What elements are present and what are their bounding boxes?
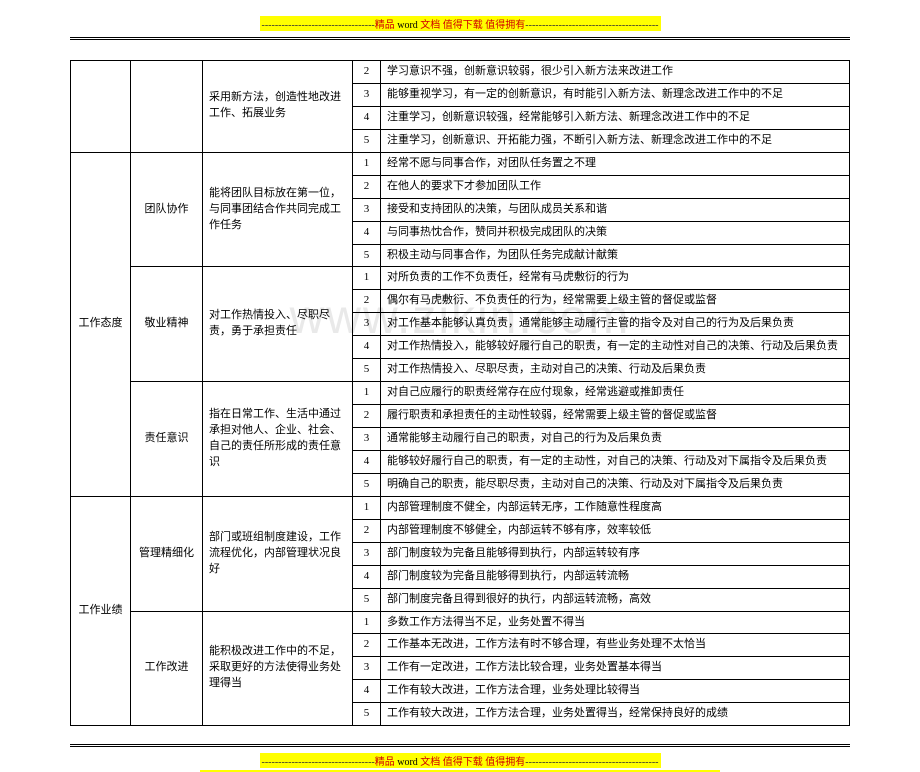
top-double-rule [70, 37, 850, 40]
banner-doc: 文档 值得下载 值得拥有 [420, 20, 525, 31]
score-cell: 1 [353, 152, 381, 175]
item-desc-cell: 部门或班组制度建设，工作流程优化，内部管理状况良好 [203, 496, 353, 611]
criteria-cell: 对工作基本能够认真负责，通常能够主动履行主管的指令及对自己的行为及后果负责 [381, 313, 850, 336]
criteria-cell: 能够较好履行自己的职责，有一定的主动性，对自己的决策、行动及对下属指令及后果负责 [381, 450, 850, 473]
criteria-cell: 能够重视学习，有一定的创新意识，有时能引入新方法、新理念改进工作中的不足 [381, 83, 850, 106]
score-cell: 1 [353, 496, 381, 519]
item-name-cell: 责任意识 [131, 382, 203, 497]
score-cell: 3 [353, 428, 381, 451]
banner-red: 精品 [375, 20, 395, 31]
criteria-cell: 通常能够主动履行自己的职责，对自己的行为及后果负责 [381, 428, 850, 451]
score-cell: 3 [353, 313, 381, 336]
criteria-cell: 偶尔有马虎敷衍、不负责任的行为，经常需要上级主管的督促或监督 [381, 290, 850, 313]
score-cell: 4 [353, 106, 381, 129]
criteria-cell: 与同事热忱合作，赞同并积极完成团队的决策 [381, 221, 850, 244]
score-cell: 4 [353, 680, 381, 703]
criteria-cell: 接受和支持团队的决策，与团队成员关系和谐 [381, 198, 850, 221]
criteria-cell: 工作基本无改进，工作方法有时不够合理，有些业务处理不太恰当 [381, 634, 850, 657]
score-cell: 3 [353, 657, 381, 680]
item-name-cell: 工作改进 [131, 611, 203, 726]
criteria-cell: 积极主动与同事合作，为团队任务完成献计献策 [381, 244, 850, 267]
criteria-cell: 内部管理制度不够健全，内部运转不够有序，效率较低 [381, 519, 850, 542]
dash-right-b: ---------------------------------------- [525, 757, 658, 768]
banner-word: word [395, 20, 421, 31]
dash-right: ---------------------------------------- [525, 20, 658, 31]
score-cell: 3 [353, 198, 381, 221]
criteria-cell: 对自己应履行的职责经常存在应付现象，经常逃避或推卸责任 [381, 382, 850, 405]
item-desc-cell: 对工作热情投入、尽职尽责，勇于承担责任 [203, 267, 353, 382]
bottom-banner: ----------------------------------精品 wor… [0, 753, 920, 768]
bottom-double-rule [70, 744, 850, 747]
score-cell: 2 [353, 519, 381, 542]
score-cell: 2 [353, 175, 381, 198]
criteria-cell: 部门制度较为完备且能够得到执行，内部运转较有序 [381, 542, 850, 565]
score-cell: 5 [353, 244, 381, 267]
item-desc-cell: 能将团队目标放在第一位，与同事团结合作共同完成工作任务 [203, 152, 353, 267]
criteria-cell: 经常不愿与同事合作，对团队任务置之不理 [381, 152, 850, 175]
criteria-cell: 部门制度完备且得到很好的执行，内部运转流畅，高效 [381, 588, 850, 611]
criteria-cell: 对所负责的工作不负责任，经常有马虎敷衍的行为 [381, 267, 850, 290]
dash-left-b: ---------------------------------- [262, 757, 375, 768]
category-cell [71, 61, 131, 153]
score-cell: 5 [353, 359, 381, 382]
score-cell: 2 [353, 290, 381, 313]
item-name-cell: 敬业精神 [131, 267, 203, 382]
banner-red-b: 精品 [375, 757, 395, 768]
score-cell: 5 [353, 129, 381, 152]
score-cell: 2 [353, 405, 381, 428]
score-cell: 1 [353, 611, 381, 634]
category-cell: 工作业绩 [71, 496, 131, 725]
evaluation-table: 采用新方法，创造性地改进工作、拓展业务2学习意识不强，创新意识较弱，很少引入新方… [70, 60, 850, 726]
content-area: www.zikin.com 采用新方法，创造性地改进工作、拓展业务2学习意识不强… [70, 60, 850, 726]
criteria-cell: 对工作热情投入、尽职尽责，主动对自己的决策、行动及后果负责 [381, 359, 850, 382]
criteria-cell: 多数工作方法得当不足，业务处置不得当 [381, 611, 850, 634]
score-cell: 5 [353, 588, 381, 611]
score-cell: 4 [353, 336, 381, 359]
score-cell: 4 [353, 221, 381, 244]
score-cell: 1 [353, 382, 381, 405]
score-cell: 4 [353, 450, 381, 473]
criteria-cell: 在他人的要求下才参加团队工作 [381, 175, 850, 198]
banner-doc-b: 文档 值得下载 值得拥有 [420, 757, 525, 768]
criteria-cell: 注重学习，创新意识、开拓能力强，不断引入新方法、新理念改进工作中的不足 [381, 129, 850, 152]
banner-word-b: word [395, 757, 421, 768]
criteria-cell: 工作有较大改进，工作方法合理，业务处置得当，经常保持良好的成绩 [381, 703, 850, 726]
category-cell: 工作态度 [71, 152, 131, 496]
criteria-cell: 内部管理制度不健全，内部运转无序，工作随意性程度高 [381, 496, 850, 519]
score-cell: 3 [353, 542, 381, 565]
item-name-cell: 管理精细化 [131, 496, 203, 611]
criteria-cell: 工作有一定改进，工作方法比较合理，业务处置基本得当 [381, 657, 850, 680]
score-cell: 4 [353, 565, 381, 588]
score-cell: 2 [353, 634, 381, 657]
criteria-cell: 学习意识不强，创新意识较弱，很少引入新方法来改进工作 [381, 61, 850, 84]
score-cell: 2 [353, 61, 381, 84]
item-name-cell: 团队协作 [131, 152, 203, 267]
item-desc-cell: 能积极改进工作中的不足，采取更好的方法使得业务处理得当 [203, 611, 353, 726]
criteria-cell: 履行职责和承担责任的主动性较弱，经常需要上级主管的督促或监督 [381, 405, 850, 428]
score-cell: 5 [353, 703, 381, 726]
top-banner: ----------------------------------精品 wor… [0, 16, 920, 31]
criteria-cell: 对工作热情投入，能够较好履行自己的职责，有一定的主动性对自己的决策、行动及后果负… [381, 336, 850, 359]
score-cell: 3 [353, 83, 381, 106]
criteria-cell: 注重学习，创新意识较强，经常能够引入新方法、新理念改进工作中的不足 [381, 106, 850, 129]
item-desc-cell: 采用新方法，创造性地改进工作、拓展业务 [203, 61, 353, 153]
score-cell: 5 [353, 473, 381, 496]
item-name-cell [131, 61, 203, 153]
dash-left: ---------------------------------- [262, 20, 375, 31]
criteria-cell: 部门制度较为完备且能够得到执行，内部运转流畅 [381, 565, 850, 588]
criteria-cell: 工作有较大改进，工作方法合理，业务处理比较得当 [381, 680, 850, 703]
item-desc-cell: 指在日常工作、生活中通过承担对他人、企业、社会、自己的责任所形成的责任意识 [203, 382, 353, 497]
criteria-cell: 明确自己的职责，能尽职尽责，主动对自己的决策、行动及对下属指令及后果负责 [381, 473, 850, 496]
score-cell: 1 [353, 267, 381, 290]
